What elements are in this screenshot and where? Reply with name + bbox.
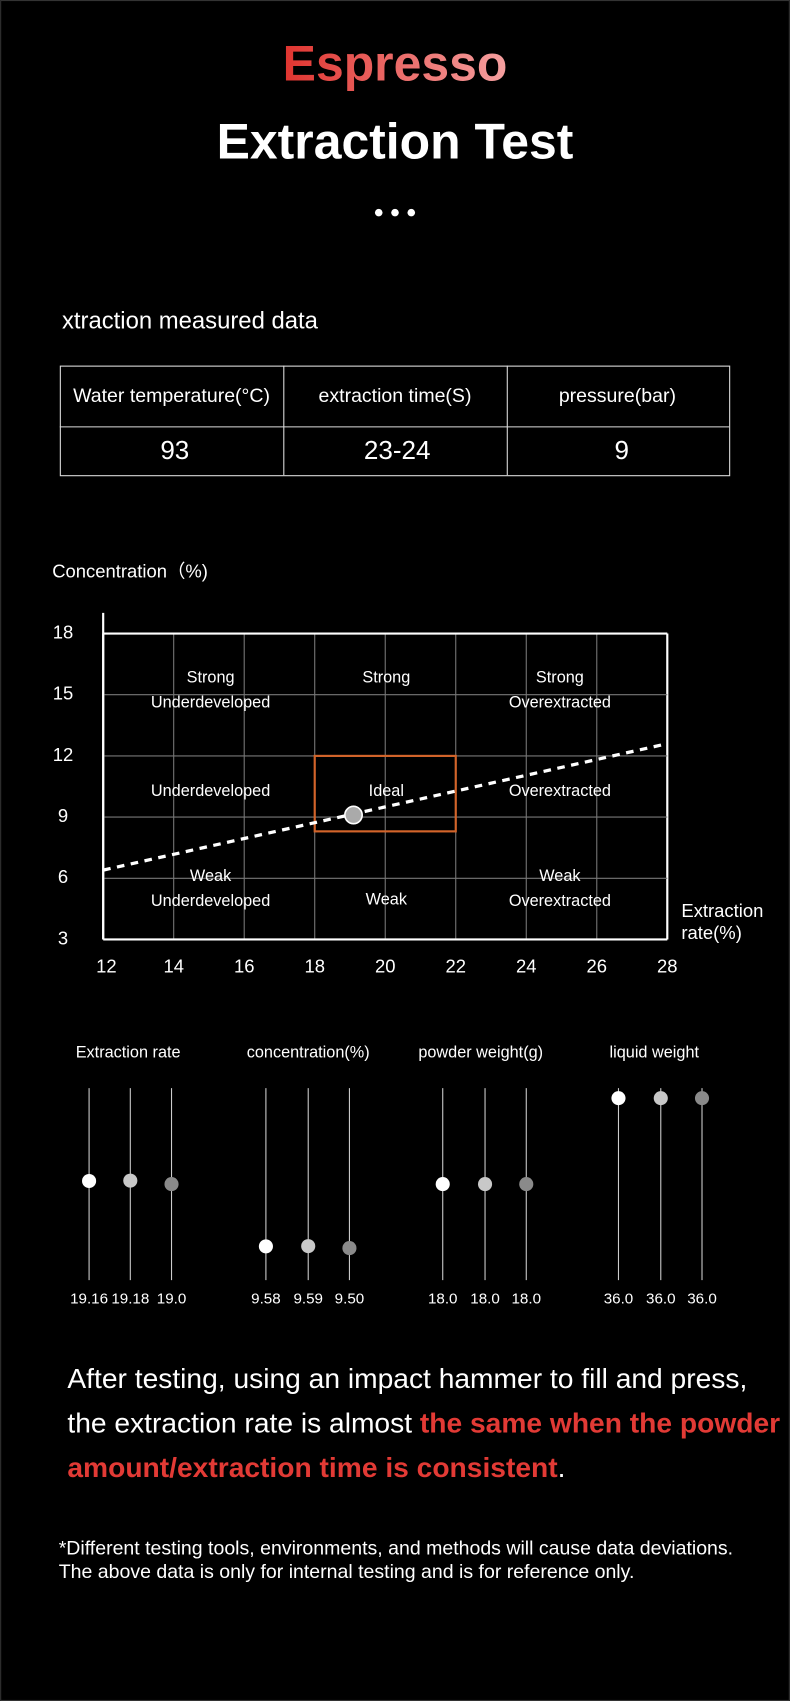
ellipsis <box>374 208 416 217</box>
dot <box>164 1177 179 1192</box>
dot <box>611 1091 626 1106</box>
zone-label: Weak <box>539 867 581 885</box>
table-header: Water temperature(°C) <box>73 385 270 407</box>
dot <box>301 1239 316 1254</box>
y-tick-label: 9 <box>58 805 68 826</box>
value-label: 18.0 <box>470 1291 500 1308</box>
value-label: 19.18 <box>111 1291 149 1308</box>
x-tick-label: 24 <box>516 956 537 977</box>
conclusion-text: After testing, using an impact hammer to… <box>67 1362 747 1394</box>
dot <box>342 1241 357 1256</box>
footnote: The above data is only for internal test… <box>59 1561 635 1583</box>
zone-label: Overextracted <box>509 782 611 800</box>
x-tick-label: 12 <box>96 956 117 977</box>
zone-label: Strong <box>536 668 584 686</box>
zone-label: Strong <box>187 668 235 686</box>
dot <box>123 1173 138 1188</box>
dot <box>82 1173 97 1189</box>
x-tick-label: 16 <box>234 956 255 977</box>
zone-label: Underdeveloped <box>151 892 270 910</box>
dot-chart-title: liquid weight <box>610 1044 700 1062</box>
data-point <box>344 805 363 825</box>
value-label: 36.0 <box>646 1291 676 1308</box>
value-label: 36.0 <box>604 1291 634 1308</box>
conclusion-line: the extraction rate is almost the same w… <box>67 1407 780 1439</box>
zone-label: Weak <box>366 891 408 909</box>
ideal-box <box>313 754 457 833</box>
x-tick-label: 28 <box>657 956 678 977</box>
conclusion-line: After testing, using an impact hammer to… <box>67 1362 747 1394</box>
y-tick-label: 18 <box>53 621 74 642</box>
x-tick-label: 18 <box>304 956 325 977</box>
y-axis-label: Concentration（%) <box>52 561 208 582</box>
value-label: 19.16 <box>70 1291 108 1308</box>
dot <box>519 1177 534 1192</box>
conclusion-text: . <box>558 1451 566 1483</box>
value-label: 19.0 <box>157 1291 187 1308</box>
zone-label: Overextracted <box>509 693 611 711</box>
conclusion-highlight: amount/extraction time is consistent <box>67 1451 558 1483</box>
y-tick-label: 12 <box>53 744 74 765</box>
conclusion-line: amount/extraction time is consistent. <box>67 1451 565 1483</box>
x-axis-label: rate(%) <box>681 922 741 943</box>
zone-label: Underdeveloped <box>151 693 270 711</box>
value-label: 36.0 <box>687 1291 717 1308</box>
trend-line <box>102 742 668 872</box>
dot-chart-title: powder weight(g) <box>418 1044 543 1062</box>
table-header: extraction time(S) <box>319 385 472 407</box>
title: Espresso <box>283 35 508 91</box>
table-header: pressure(bar) <box>559 385 676 407</box>
x-tick-label: 22 <box>445 956 466 977</box>
table-frame <box>59 365 731 477</box>
zone-label: Ideal <box>369 782 404 800</box>
value-label: 9.50 <box>335 1291 365 1308</box>
table-cell: 93 <box>160 435 189 465</box>
table-cell: 23-24 <box>364 435 431 465</box>
dot <box>258 1239 273 1254</box>
dot-chart-title: concentration(%) <box>247 1044 370 1062</box>
zone-label: Overextracted <box>509 892 611 910</box>
zone-label: Strong <box>362 668 410 686</box>
value-label: 9.58 <box>251 1291 281 1308</box>
x-tick-label: 26 <box>587 956 608 977</box>
x-tick-label: 20 <box>375 956 396 977</box>
y-tick-label: 15 <box>53 683 74 704</box>
value-label: 18.0 <box>428 1291 458 1308</box>
table-cell: 9 <box>614 435 628 465</box>
subtitle: Extraction Test <box>217 114 574 170</box>
zone-label: Weak <box>190 867 232 885</box>
dot-chart-title: Extraction rate <box>76 1044 181 1062</box>
dot <box>477 1177 493 1192</box>
value-label: 9.59 <box>293 1291 323 1308</box>
y-tick-label: 3 <box>58 927 68 948</box>
x-tick-label: 14 <box>163 956 184 977</box>
conclusion-highlight: the same when the powder <box>420 1407 780 1439</box>
x-axis-label: Extraction <box>681 900 763 921</box>
dot <box>694 1091 710 1106</box>
y-tick-label: 6 <box>58 866 68 887</box>
conclusion-text: the extraction rate is almost <box>67 1407 419 1439</box>
dot <box>435 1177 450 1192</box>
section-title: xtraction measured data <box>62 307 319 334</box>
footnote: *Different testing tools, environments, … <box>59 1537 733 1559</box>
zone-label: Underdeveloped <box>151 782 270 800</box>
dot <box>653 1091 668 1106</box>
value-label: 18.0 <box>511 1291 541 1308</box>
